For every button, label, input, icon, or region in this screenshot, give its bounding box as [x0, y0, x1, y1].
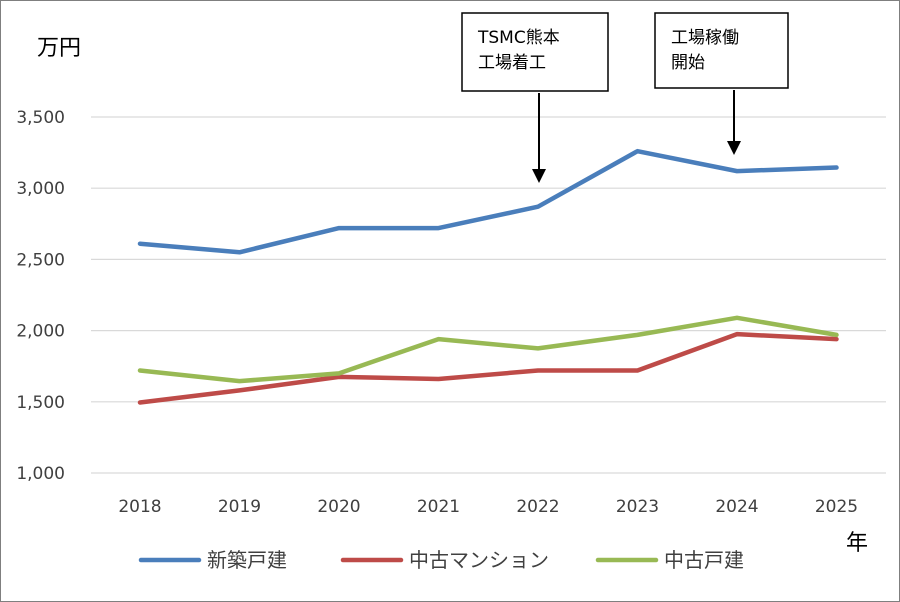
y-axis-ticks: 1,000 1,500 2,000 2,500 3,000 3,500	[16, 108, 65, 484]
x-tick-label: 2020	[317, 497, 360, 517]
series-line-1	[137, 148, 839, 255]
y-tick-label: 2,000	[16, 322, 65, 342]
legend-label: 中古戸建	[664, 548, 744, 572]
series-line-2	[137, 331, 839, 405]
x-axis-unit-label: 年	[846, 531, 868, 556]
legend-label: 新築戸建	[207, 548, 287, 572]
x-tick-label: 2024	[715, 497, 758, 517]
annotation-arrow-head	[532, 169, 546, 183]
y-tick-label: 3,500	[16, 108, 65, 128]
legend: 新築戸建 中古マンション 中古戸建	[138, 548, 744, 572]
x-tick-label: 2019	[218, 497, 261, 517]
x-tick-label: 2021	[417, 497, 460, 517]
annotation-arrow-head	[727, 141, 741, 155]
annotation-text: 工場稼働	[671, 28, 739, 48]
series-line-3	[137, 315, 839, 384]
annotation-box	[654, 12, 789, 89]
annotation-box	[461, 12, 609, 92]
annotation-text: 工場着工	[478, 53, 546, 73]
x-tick-label: 2023	[616, 497, 659, 517]
annotation-text: 開始	[671, 53, 705, 73]
y-tick-label: 1,500	[16, 393, 65, 413]
x-axis-ticks: 2018 2019 2020 2021 2022 2023 2024 2025	[118, 497, 858, 517]
x-tick-label: 2018	[118, 497, 161, 517]
x-tick-label: 2025	[815, 497, 858, 517]
y-axis-unit-label: 万円	[37, 36, 81, 61]
x-tick-label: 2022	[516, 497, 559, 517]
series-lines	[137, 148, 839, 405]
gridlines	[91, 116, 886, 474]
y-tick-label: 1,000	[16, 464, 65, 484]
y-tick-label: 3,000	[16, 179, 65, 199]
annotation-text: TSMC熊本	[477, 28, 560, 48]
y-tick-label: 2,500	[16, 250, 65, 270]
legend-label: 中古マンション	[409, 548, 549, 572]
